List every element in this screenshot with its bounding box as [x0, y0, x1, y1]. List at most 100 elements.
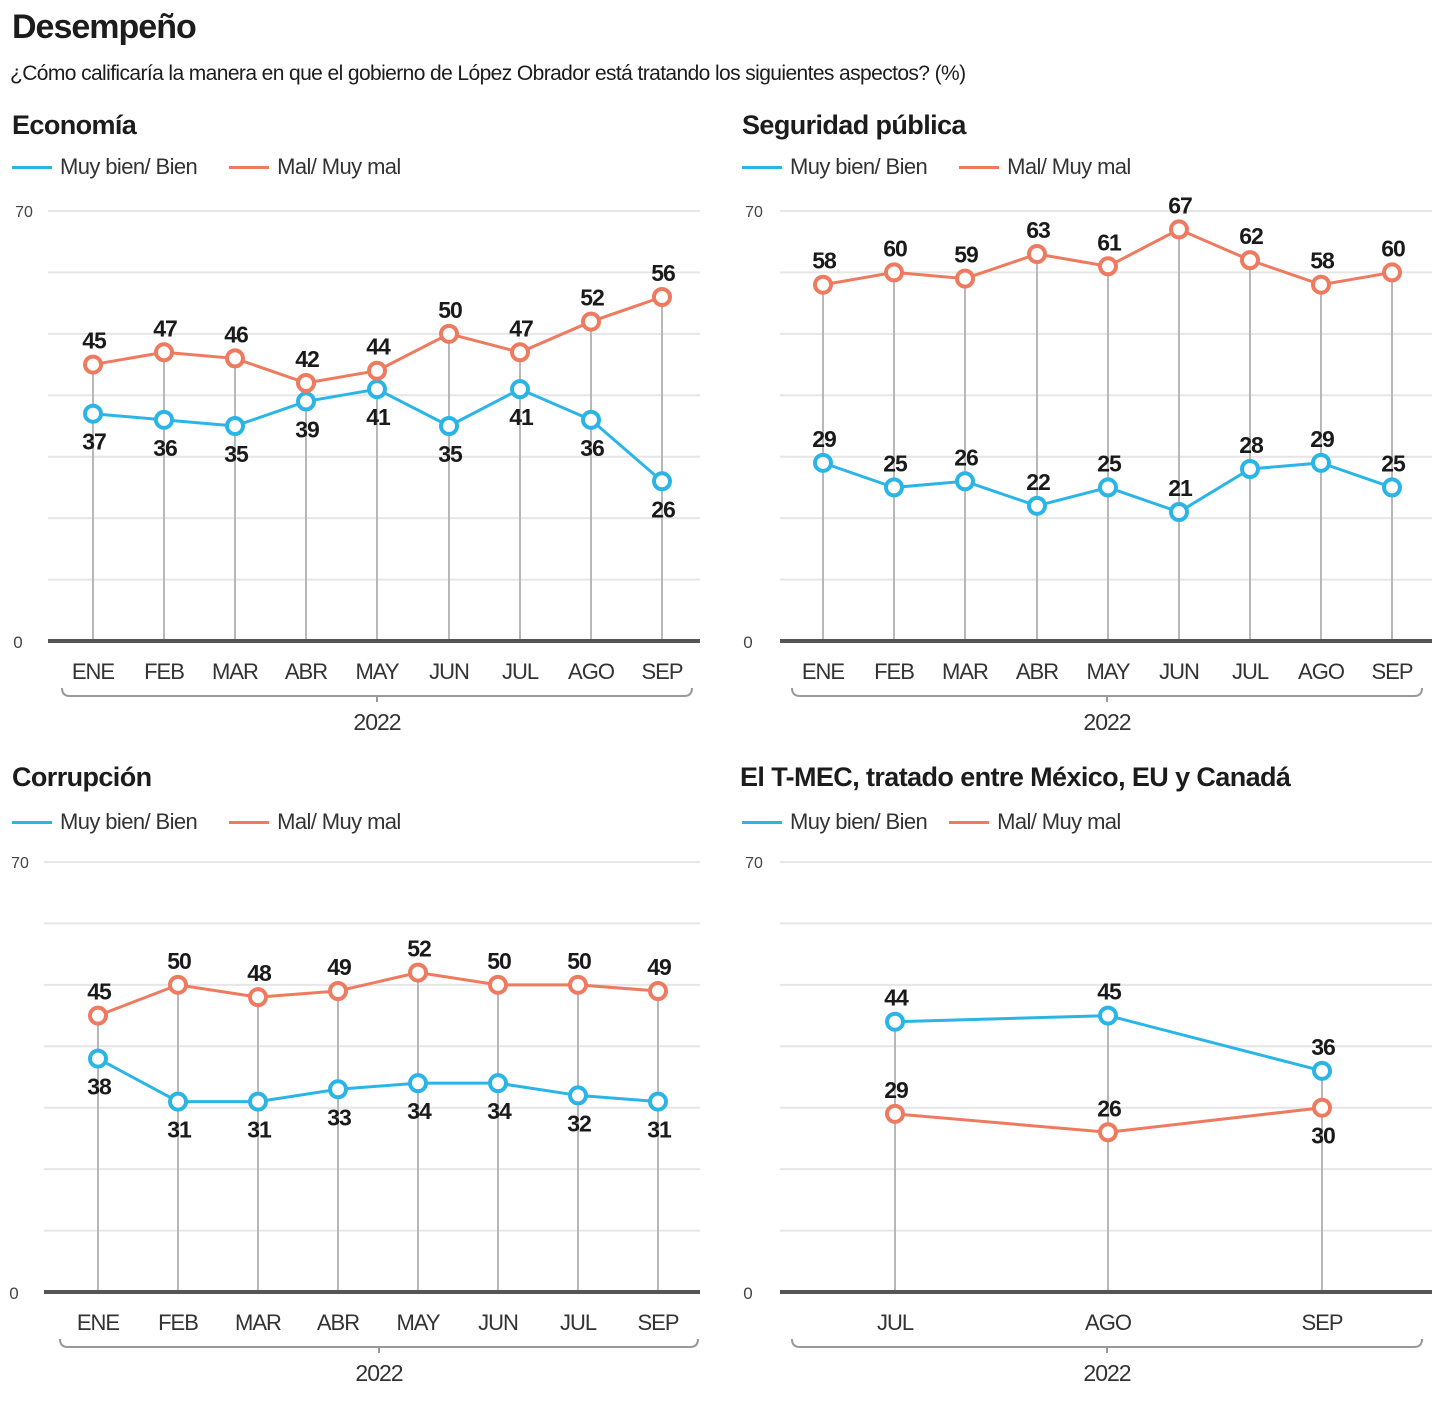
data-point-bad: [885, 1103, 905, 1124]
x-tick-label: ENE: [77, 1310, 120, 1335]
legend-label-good: Muy bien/ Bien: [60, 809, 198, 834]
data-label: 50: [438, 297, 462, 323]
x-tick-label: MAY: [396, 1310, 440, 1335]
x-tick-label: FEB: [144, 659, 184, 684]
group-label: 2022: [1083, 1360, 1130, 1386]
data-point-bad: [225, 348, 245, 369]
data-label: 62: [1239, 223, 1263, 249]
series-line-good: [97, 1057, 659, 1104]
data-point-bad: [568, 974, 588, 995]
legend-corrupcion: Muy bien/ Bien Mal/ Muy mal: [12, 809, 433, 835]
legend-item-bad: Mal/ Muy mal: [229, 809, 401, 835]
data-label: 35: [438, 441, 463, 467]
data-point-bad: [1098, 256, 1118, 277]
data-point-good: [408, 1073, 428, 1094]
x-tick-label: FEB: [874, 659, 914, 684]
data-point-good: [1312, 1060, 1332, 1081]
data-point-bad: [488, 974, 508, 995]
chart-panel-0: 0 70 ENE FEB MAR ABR MAY JUN JUL AGO SEP 2022 37 36 35…: [13, 204, 700, 735]
legend-item-bad: Mal/ Muy mal: [959, 154, 1131, 180]
data-point-good: [955, 471, 975, 492]
data-point-bad: [88, 1005, 108, 1026]
data-label: 25: [1381, 450, 1406, 476]
legend-item-bad: Mal/ Muy mal: [949, 809, 1121, 835]
legend-item-good: Muy bien/ Bien: [742, 154, 928, 180]
x-tick-label: SEP: [1301, 1310, 1342, 1335]
x-tick-label: SEP: [1371, 659, 1412, 684]
x-tick-label: JUN: [429, 659, 469, 684]
legend-swatch-bad: [229, 165, 270, 169]
x-tick-label: AGO: [1298, 659, 1345, 684]
panel-title-economia: Economía: [12, 110, 137, 140]
data-label: 36: [1311, 1034, 1335, 1060]
data-label: 56: [651, 260, 675, 286]
data-label: 44: [884, 985, 909, 1011]
data-label: 38: [87, 1074, 112, 1100]
data-label: 50: [567, 948, 591, 974]
data-point-good: [813, 452, 833, 473]
x-tick-label: JUN: [478, 1310, 518, 1335]
data-label: 25: [883, 450, 908, 476]
data-label: 26: [954, 444, 978, 470]
y-tick-label: 70: [745, 204, 763, 221]
data-label: 35: [224, 441, 249, 467]
x-tick-label: AGO: [568, 659, 615, 684]
legend-item-good: Muy bien/ Bien: [12, 809, 198, 835]
data-point-good: [652, 471, 672, 492]
y-tick-label: 70: [745, 855, 763, 872]
data-point-good: [1311, 452, 1331, 473]
data-label: 50: [167, 948, 191, 974]
data-point-good: [1098, 1005, 1118, 1026]
y-tick-label: 0: [743, 633, 752, 652]
x-tick-label: ABR: [317, 1310, 359, 1335]
group-brace: [791, 1338, 1423, 1348]
x-tick-label: SEP: [641, 659, 682, 684]
data-point-good: [296, 391, 316, 412]
legend-swatch-good: [12, 820, 52, 824]
group-label: 2022: [355, 1360, 402, 1386]
x-tick-label: MAY: [1086, 659, 1130, 684]
chart-panel-1: 0 70 ENE FEB MAR ABR MAY JUN JUL AGO SEP 2022 29 25 26…: [743, 192, 1432, 735]
data-label: 52: [580, 285, 604, 311]
data-label: 26: [651, 496, 675, 522]
data-point-good: [439, 416, 459, 436]
data-label: 49: [647, 954, 671, 980]
data-point-bad: [1382, 262, 1402, 283]
data-label: 29: [812, 426, 836, 452]
data-label: 42: [295, 346, 319, 372]
x-tick-label: FEB: [158, 1310, 198, 1335]
data-label: 32: [567, 1110, 591, 1136]
data-label: 37: [82, 429, 106, 455]
data-point-bad: [154, 342, 174, 363]
data-label: 28: [1239, 432, 1264, 458]
data-point-good: [1382, 477, 1402, 498]
panel-title-tmec: El T-MEC, tratado entre México, EU y Can…: [740, 762, 1291, 792]
x-tick-label: JUL: [1232, 659, 1269, 684]
data-label: 30: [1311, 1123, 1335, 1149]
legend-label-bad: Mal/ Muy mal: [1007, 154, 1131, 179]
legend-swatch-good: [12, 165, 52, 169]
data-point-bad: [439, 323, 459, 344]
x-tick-label: JUL: [560, 1310, 597, 1335]
legend-swatch-bad: [949, 820, 990, 824]
data-point-bad: [648, 981, 668, 1001]
data-point-good: [510, 379, 530, 400]
data-label: 45: [82, 328, 107, 354]
data-point-good: [168, 1091, 188, 1112]
chart-panel-3: 0 70 JUL AGO SEP 2022 44 45 36 29 26 30: [743, 855, 1432, 1386]
data-label: 21: [1168, 475, 1193, 501]
data-point-good: [1240, 459, 1260, 479]
data-label: 31: [167, 1117, 192, 1143]
legend-label-bad: Mal/ Muy mal: [277, 809, 401, 834]
legend-swatch-good: [742, 820, 782, 824]
data-point-bad: [1312, 1097, 1332, 1118]
data-point-good: [154, 409, 174, 430]
data-point-bad: [328, 981, 348, 1001]
data-point-good: [225, 416, 245, 436]
data-label: 58: [812, 248, 837, 274]
data-point-good: [248, 1091, 268, 1112]
data-point-good: [568, 1085, 588, 1106]
legend-label-good: Muy bien/ Bien: [790, 809, 928, 834]
group-brace: [61, 687, 693, 697]
data-point-good: [488, 1073, 508, 1094]
